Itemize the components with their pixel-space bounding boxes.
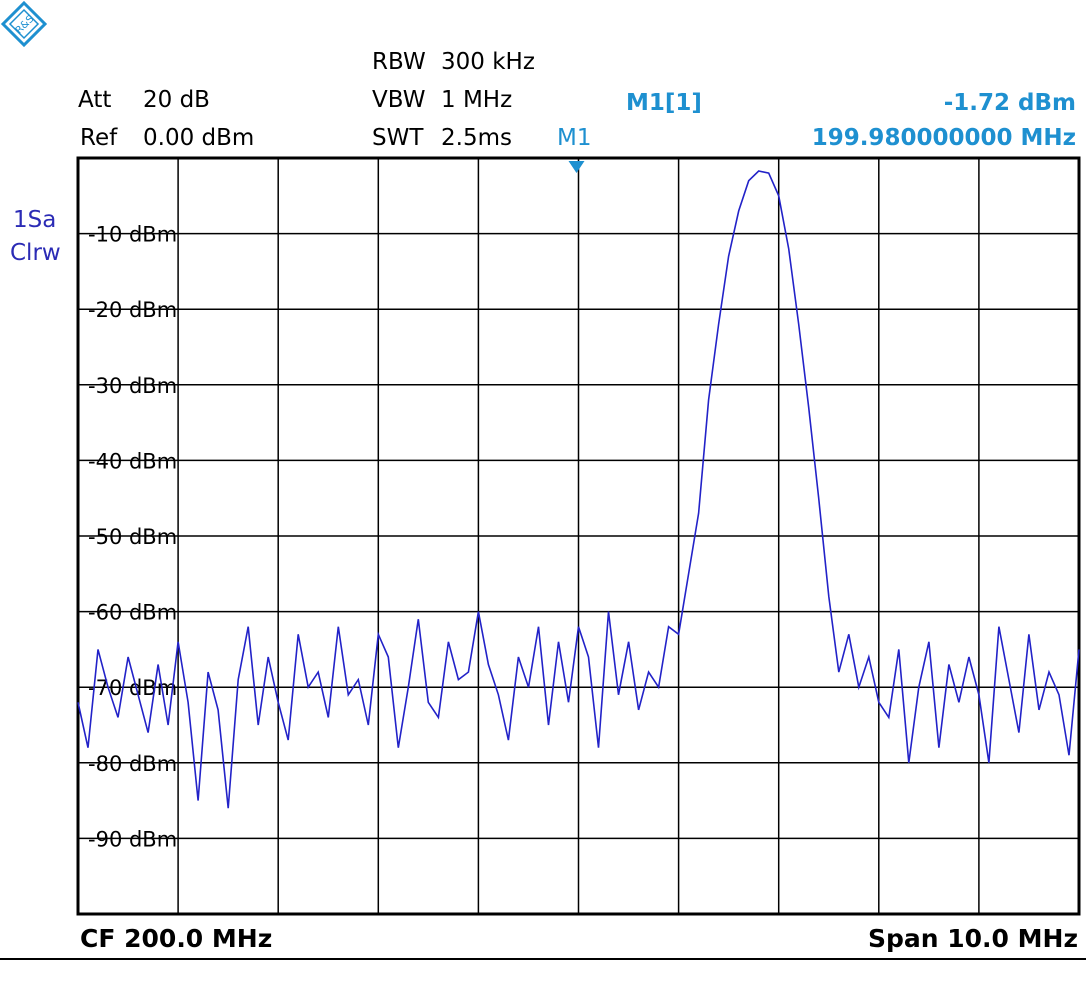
marker-label: M1 [557,125,592,151]
y-tick-label: -90 dBm [88,827,177,851]
rbw-label: RBW [372,49,426,75]
y-tick-label: -30 dBm [88,374,177,398]
ref-value: 0.00 dBm [143,125,255,151]
marker-readout-label: M1[1] [626,90,702,116]
y-tick-label: -60 dBm [88,601,177,625]
y-tick-label: -50 dBm [88,525,177,549]
ref-label: Ref [80,125,118,151]
trace-mode: Clrw [10,240,61,266]
spectrum-trace-line [77,170,1080,809]
trace-sweep-count: 1Sa [13,207,57,233]
y-tick-label: -20 dBm [88,298,177,322]
swt-value: 2.5ms [441,125,512,151]
marker-level: -1.72 dBm [943,90,1076,116]
rohde-schwarz-logo-icon: R&S [0,0,48,48]
vbw-value: 1 MHz [441,87,513,113]
vbw-label: VBW [372,87,426,113]
y-tick-label: -10 dBm [88,223,177,247]
marker-frequency: 199.980000000 MHz [811,125,1076,151]
footer-divider [0,958,1086,960]
att-value: 20 dB [143,87,210,113]
marker-m1-triangle-icon[interactable] [568,161,585,174]
swt-label: SWT [372,125,424,151]
center-frequency: CF 200.0 MHz [80,924,273,953]
y-tick-label: -80 dBm [88,752,177,776]
rbw-value: 300 kHz [441,49,535,75]
frequency-span: Span 10.0 MHz [867,924,1078,953]
att-label: Att [78,87,112,113]
y-tick-label: -40 dBm [88,449,177,473]
